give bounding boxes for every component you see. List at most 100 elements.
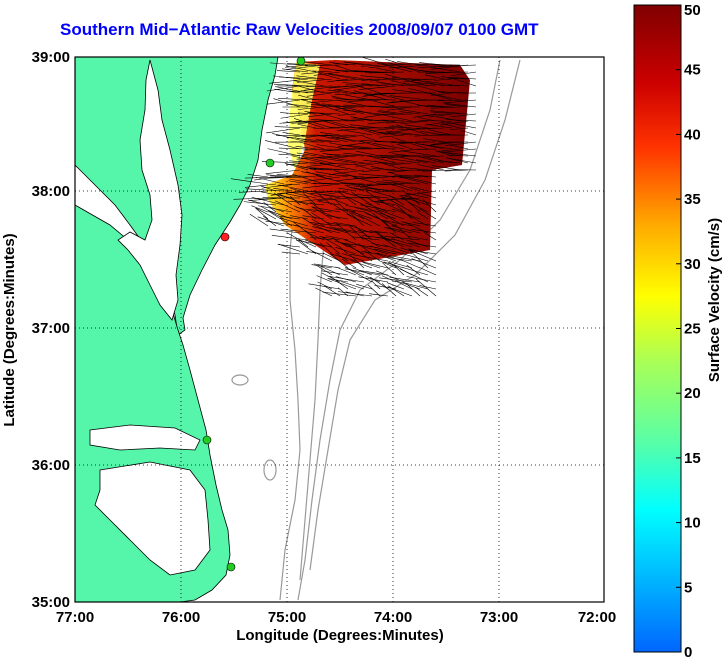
velocity-vector (438, 160, 461, 164)
velocity-vector (349, 124, 381, 129)
velocity-vector (302, 192, 317, 206)
velocity-vector (315, 171, 349, 178)
velocity-vector (272, 133, 309, 143)
velocity-vector (411, 258, 437, 269)
chart-title: Southern Mid−Atlantic Raw Velocities 200… (60, 20, 539, 39)
velocity-vector (309, 162, 349, 165)
velocity-vector (337, 291, 373, 297)
velocity-vector (383, 244, 413, 255)
velocity-vector (362, 262, 381, 269)
velocity-vector (346, 213, 373, 227)
velocity-vector (288, 90, 317, 94)
velocity-vector (290, 215, 309, 220)
velocity-vector (312, 206, 341, 213)
velocity-vector (405, 124, 429, 129)
velocity-vector (333, 85, 365, 91)
velocity-vector (388, 169, 421, 171)
velocity-vector (333, 228, 357, 234)
velocity-vector (380, 83, 421, 87)
velocity-vector (348, 99, 381, 102)
velocity-vector (402, 267, 429, 276)
velocity-vector (319, 236, 341, 241)
velocity-vector (448, 84, 469, 87)
velocity-vector (289, 160, 317, 164)
velocity-vector (358, 147, 397, 150)
velocity-vector (382, 262, 397, 276)
velocity-vector (430, 106, 461, 109)
velocity-vector (382, 219, 397, 234)
velocity-vector (323, 190, 349, 195)
velocity-vector (363, 159, 389, 164)
velocity-vector (269, 78, 309, 84)
velocity-vector (438, 64, 477, 67)
velocity-vector (417, 64, 453, 69)
velocity-vector (444, 152, 477, 157)
colorbar-tick-label: 50 (684, 2, 701, 19)
velocity-vector (265, 169, 301, 174)
velocity-vector (233, 197, 269, 200)
velocity-vector (321, 270, 349, 276)
velocity-vector (341, 253, 365, 262)
velocity-vector (419, 267, 437, 276)
velocity-vector (284, 162, 309, 171)
velocity-vector (296, 206, 317, 213)
velocity-vector (257, 216, 285, 227)
velocity-vector (334, 240, 357, 248)
velocity-vector (257, 205, 293, 213)
velocity-vector (267, 148, 301, 157)
velocity-vector (444, 169, 469, 172)
velocity-vector (292, 173, 325, 185)
velocity-vector (320, 182, 357, 185)
velocity-vector (411, 228, 437, 234)
velocity-vector (270, 175, 293, 178)
velocity-vector (280, 113, 309, 119)
velocity-vector (276, 70, 301, 73)
velocity-vector (354, 207, 373, 213)
velocity-vector (321, 272, 341, 283)
velocity-vector (306, 92, 333, 97)
colorbar-tick-label: 20 (684, 385, 701, 402)
colorbar-label: Surface Velocity (cm/s) (706, 218, 723, 382)
velocity-vector (437, 148, 461, 152)
velocity-vector (408, 249, 437, 255)
velocity-vector (447, 154, 469, 157)
velocity-vector (351, 192, 373, 206)
velocity-vector (273, 192, 293, 206)
pamlico-sound (94, 461, 211, 576)
velocity-vector (360, 187, 397, 192)
velocity-vector (431, 165, 461, 171)
velocity-vector (322, 252, 341, 262)
velocity-vector (418, 208, 437, 220)
velocity-vector (319, 132, 341, 136)
velocity-vector (340, 119, 365, 122)
velocity-vector (399, 166, 429, 171)
velocity-vector (350, 211, 373, 220)
velocity-vector (310, 236, 333, 241)
velocity-vector (344, 183, 373, 186)
velocity-vector (387, 158, 421, 164)
velocity-vector (316, 144, 349, 150)
velocity-vector (460, 129, 477, 136)
velocity-vector (405, 283, 421, 297)
velocity-vector (297, 123, 317, 129)
velocity-vector (313, 190, 333, 206)
velocity-vector (340, 281, 365, 290)
velocity-vector (389, 99, 413, 103)
velocity-vector (361, 236, 381, 248)
velocity-vector (343, 61, 373, 66)
velocity-vector (393, 265, 405, 276)
velocity-vector (369, 71, 405, 74)
velocity-vector (348, 244, 373, 262)
velocity-vector (352, 267, 373, 276)
velocity-vector (450, 113, 477, 118)
velocity-vector (319, 72, 341, 80)
velocity-vector (312, 70, 333, 73)
velocity-vector (396, 156, 429, 164)
velocity-vector (335, 106, 357, 110)
velocity-vector (425, 120, 453, 126)
velocity-vector (274, 200, 301, 213)
velocity-vector (343, 152, 373, 157)
velocity-vector (422, 155, 445, 158)
velocity-vector (298, 197, 333, 203)
velocity-vector (388, 64, 429, 69)
